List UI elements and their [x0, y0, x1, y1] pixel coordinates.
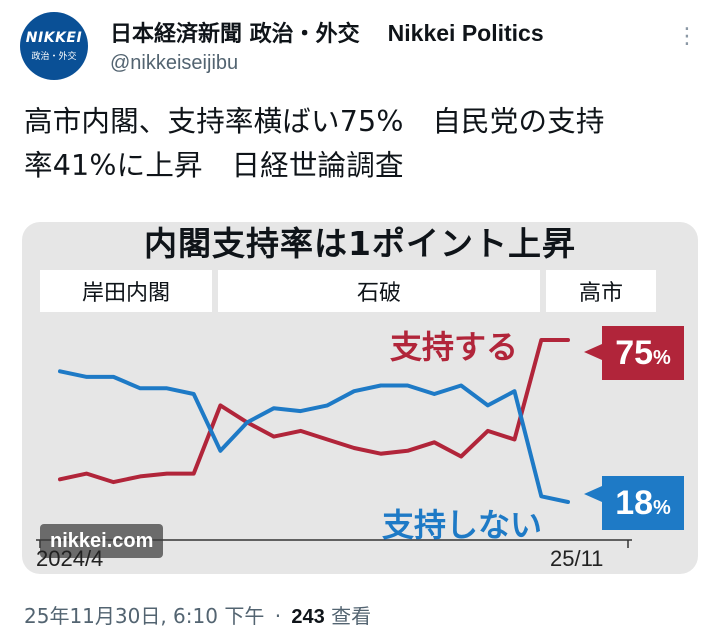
more-options-icon[interactable]: ⋮	[676, 24, 698, 49]
nonsupport-value-pointer	[584, 486, 602, 502]
tweet-text: 高市内閣、支持率横ばい75% 自民党の支持 率41%に上昇 日経世論調査	[24, 100, 704, 188]
meta-separator: ·	[274, 604, 282, 628]
views-count: 243	[291, 606, 325, 628]
chart-plot	[36, 338, 632, 548]
nonsupport-end-value: 18%	[602, 476, 684, 530]
views-label: 查看	[331, 604, 372, 628]
watermark: nikkei.com	[40, 524, 164, 558]
tweet-media-chart[interactable]: 内閣支持率は1ポイント上昇 岸田内閣 石破 高市 支持する 支持しない 75% …	[22, 222, 698, 574]
nonsupport-end-number: 18	[615, 484, 654, 522]
avatar[interactable]: NIKKEI 政治・外交	[20, 12, 88, 80]
support-end-value: 75%	[602, 326, 684, 380]
series-label-support: 支持する	[390, 328, 519, 366]
tweet-text-line-2: 率41%に上昇 日経世論調査	[24, 149, 404, 182]
display-name-en: Nikkei Politics	[387, 20, 544, 46]
series-line-nonsupport	[58, 369, 570, 504]
tweet-timestamp[interactable]: 25年11月30日, 6:10 下午	[24, 604, 265, 628]
display-name-ja: 日本経済新聞 政治・外交	[110, 22, 360, 47]
tweet-text-line-1: 高市内閣、支持率横ばい75% 自民党の支持	[24, 105, 605, 138]
era-label-takaichi: 高市	[546, 270, 656, 312]
x-tick-label-end: 25/11	[550, 546, 604, 571]
series-label-nonsupport: 支持しない	[382, 506, 543, 544]
avatar-logo-text: NIKKEI	[25, 30, 83, 46]
support-value-pointer	[584, 344, 602, 360]
series-line-support	[58, 338, 570, 485]
tweet-meta: 25年11月30日, 6:10 下午 · 243 查看	[24, 600, 371, 629]
avatar-sub-text: 政治・外交	[31, 52, 77, 62]
support-end-number: 75	[615, 334, 654, 372]
era-label-kishida: 岸田内閣	[40, 270, 212, 312]
support-end-unit: %	[653, 347, 671, 369]
era-label-ishiba: 石破	[218, 270, 540, 312]
chart-title: 内閣支持率は1ポイント上昇	[144, 224, 576, 263]
x-tick-label-start: 2024/4	[36, 546, 104, 571]
nonsupport-end-unit: %	[653, 497, 671, 519]
account-display-name[interactable]: 日本経済新聞 政治・外交 Nikkei Politics	[110, 16, 544, 48]
account-handle[interactable]: @nikkeiseijibu	[110, 52, 239, 74]
